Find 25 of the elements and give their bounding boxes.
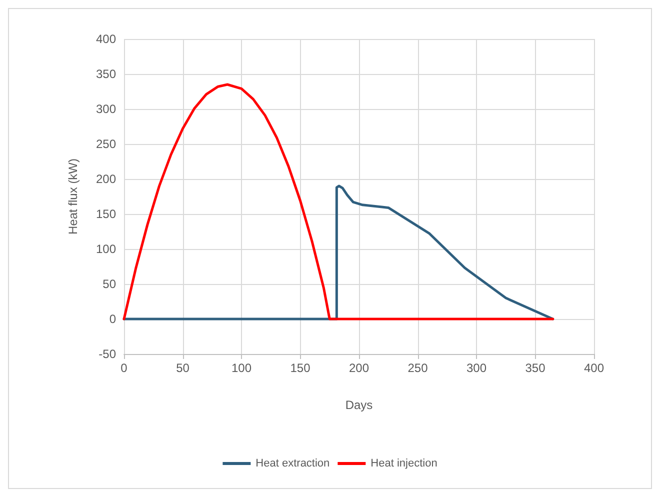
legend-label: Heat extraction [256,458,330,470]
x-tick-label: 250 [408,361,428,375]
x-tick-label: 100 [231,361,252,375]
x-tick-label: 400 [584,361,604,375]
x-tick-label: 300 [466,361,487,375]
x-tick-label: 150 [290,361,311,375]
x-axis-title: Days [345,398,373,412]
y-tick-label: 250 [96,137,116,151]
x-tick-label: 200 [348,361,370,375]
x-tick-label: 50 [176,361,190,375]
y-tick-label: 0 [109,312,116,326]
legend-label: Heat injection [370,458,438,470]
line-series [122,83,554,320]
y-axis-title: Heat flux (kW) [66,158,80,235]
x-tick-label: 350 [525,361,546,375]
y-tick-label: 350 [96,67,116,81]
y-tick-label: -50 [98,347,116,361]
line-series [122,184,554,320]
y-tick-label: 150 [96,207,116,221]
y-tick-label: 400 [96,32,116,46]
y-tick-label: 100 [96,242,116,256]
y-tick-label: 200 [96,172,116,186]
x-tick-label: 0 [120,361,128,375]
y-tick-label: 300 [96,102,116,116]
y-tick-label: 50 [102,277,116,291]
